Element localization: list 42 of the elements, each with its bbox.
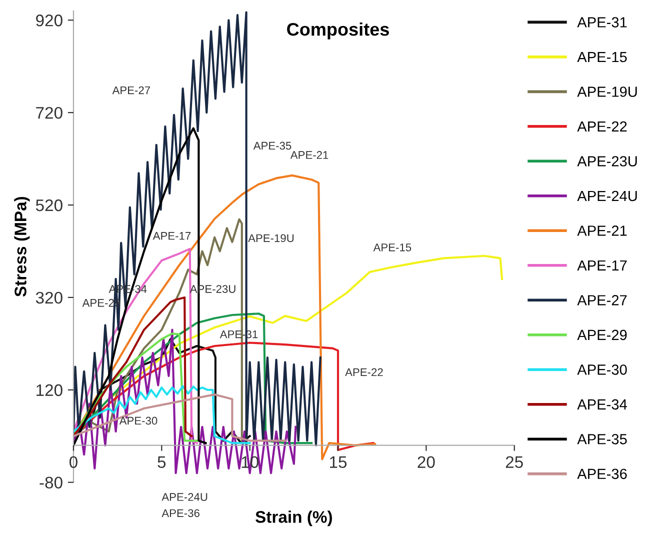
- line-series: [73, 332, 198, 442]
- legend-label: APE-30: [577, 364, 627, 375]
- line-series: [73, 393, 286, 442]
- y-tick-label: 120: [36, 384, 62, 396]
- legend-label: APE-21: [577, 226, 627, 236]
- y-tick-label: 520: [36, 199, 62, 212]
- y-tick-label: 320: [36, 292, 62, 304]
- x-tick-label: 15: [330, 456, 347, 468]
- legend-label: APE-35: [577, 434, 627, 444]
- y-tick-label: 920: [36, 14, 62, 26]
- legend-label: APE-24U: [577, 190, 637, 202]
- legend-label: APE-27: [577, 295, 627, 306]
- legend-label: APE-31: [577, 17, 627, 28]
- text: APE-36: [162, 509, 200, 518]
- x-tick-label: 20: [418, 456, 435, 468]
- x-axis-title: Strain (%): [256, 510, 332, 526]
- x-tick-label: 0: [69, 456, 78, 468]
- legend-label: APE-36: [577, 468, 627, 480]
- y-tick-label: -80: [40, 476, 62, 489]
- text: Composites: [287, 22, 389, 40]
- line-series: [73, 385, 251, 444]
- text: APE-24U: [162, 493, 208, 501]
- annotation: APE-30: [119, 416, 158, 425]
- legend-label: APE-23U: [577, 156, 637, 166]
- legend-label: APE-34: [577, 399, 627, 410]
- legend-label: APE-19U: [577, 86, 637, 97]
- annotation: APE-21: [290, 151, 328, 159]
- annotation: APE-19U: [248, 234, 294, 242]
- y-tick-label: 720: [36, 106, 62, 119]
- annotation: APE-27: [112, 86, 150, 94]
- annotation: APE-35: [253, 142, 292, 150]
- line-series: [73, 296, 193, 438]
- annotation: APE-15: [373, 244, 412, 252]
- legend-label: APE-22: [577, 121, 627, 132]
- legend-label: APE-17: [577, 260, 627, 270]
- annotation: APE-17: [152, 232, 191, 240]
- annotation: APE-22: [345, 368, 383, 376]
- legend-label: APE-15: [577, 52, 627, 62]
- x-tick-label: 5: [158, 456, 166, 468]
- y-axis-title: Stress (MPa): [14, 196, 30, 297]
- legend-label: APE-29: [577, 330, 627, 340]
- x-tick-label: 25: [506, 456, 523, 468]
